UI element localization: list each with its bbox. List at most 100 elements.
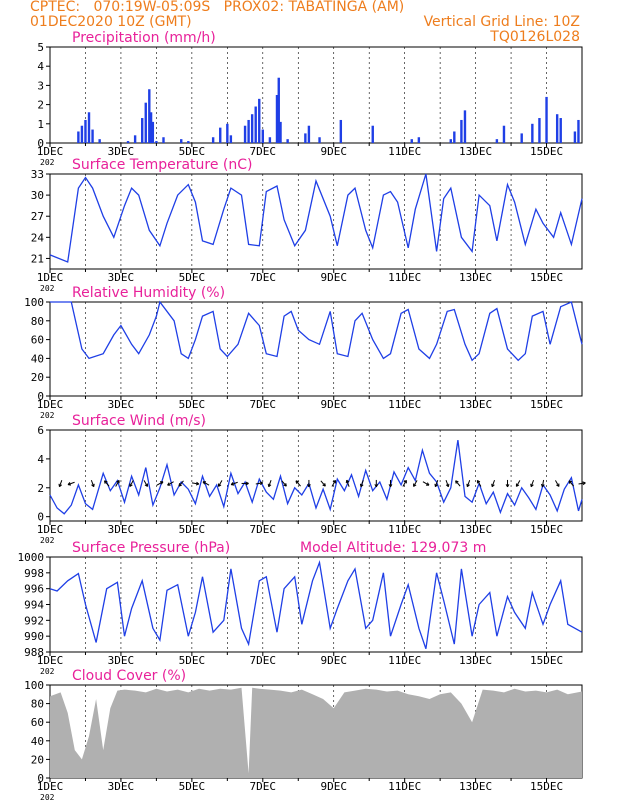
y-tick-label: 988	[24, 646, 44, 659]
x-tick-label: 13DEC	[459, 780, 492, 793]
wind-arrow	[202, 481, 210, 486]
wind-arrow	[505, 479, 510, 488]
y-tick-label: 990	[24, 630, 44, 643]
header-left-line2: 01DEC2020 10Z (GMT)	[30, 14, 192, 30]
wind-arrow-head	[307, 484, 310, 488]
panel-title: Surface Wind (m/s)	[72, 413, 206, 429]
precip-bar	[151, 121, 155, 143]
wind-arrow-head	[245, 483, 249, 486]
precip-bar	[531, 123, 534, 143]
precip-bar	[226, 123, 229, 143]
wind-arrow	[307, 479, 311, 488]
y-tick-label: 994	[24, 599, 44, 612]
wind-arrow-head	[195, 483, 200, 486]
precip-bar	[538, 118, 541, 143]
wind-arrow-head	[556, 484, 560, 487]
wind-arrow-head	[67, 482, 71, 485]
x-tick-label: 1DEC	[37, 780, 64, 793]
y-tick-label: 33	[31, 168, 44, 181]
header-left-line1: CPTEC: 070:19W-05:09S PROX02: TABATINGA …	[30, 0, 405, 15]
wind-arrow-head	[104, 480, 108, 483]
wind-arrow	[476, 479, 482, 487]
wind-arrow	[374, 479, 379, 488]
y-tick-label: 5	[37, 41, 44, 54]
wind-arrow-shaft	[554, 480, 560, 487]
precip-bar	[211, 137, 215, 143]
precip-bar	[410, 139, 413, 143]
wind-arrow-shaft	[104, 480, 110, 487]
wind-arrow	[413, 480, 418, 487]
wind-arrow	[345, 479, 350, 487]
x-tick-label: 9DEC	[320, 780, 347, 793]
wind-arrow-shaft	[268, 479, 272, 487]
wind-arrow	[491, 479, 496, 488]
x-tick-label: 3DEC	[108, 523, 135, 536]
x-tick-label: 5DEC	[179, 145, 206, 158]
wind-arrow	[178, 480, 184, 487]
wind-arrow-head	[91, 484, 95, 488]
y-tick-label: 0	[37, 390, 44, 403]
wind-arrow-head	[346, 479, 350, 483]
y-tick-label: 80	[31, 698, 44, 711]
panel-title: Cloud Cover (%)	[72, 668, 186, 684]
wind-arrow	[320, 480, 326, 487]
x-tick-label: 15DEC	[530, 654, 563, 667]
x-tick-label: 5DEC	[179, 780, 206, 793]
x-tick-label: 11DEC	[388, 271, 421, 284]
y-tick-label: 4	[37, 60, 44, 73]
wind-arrow	[143, 480, 149, 487]
wind-arrow-shaft	[541, 479, 545, 487]
wind-arrow-shaft	[58, 479, 63, 487]
x-tick-label: 15DEC	[530, 523, 563, 536]
precip-bar	[126, 141, 130, 143]
x-tick-label: 7DEC	[250, 271, 277, 284]
wind-arrow	[455, 480, 461, 487]
wind-arrow-head	[540, 483, 543, 488]
y-tick-label: 60	[31, 334, 44, 347]
y-tick-label: 24	[31, 231, 45, 244]
x-tick-label: 15DEC	[530, 271, 563, 284]
wind-arrow-shaft	[413, 480, 418, 487]
x-tick-label: 9DEC	[320, 523, 347, 536]
wind-arrow-shaft	[129, 480, 134, 487]
x-tick-label: 11DEC	[388, 398, 421, 411]
panel-title: Surface Pressure (hPa)	[72, 540, 230, 556]
x-tick-label: 3DEC	[108, 271, 135, 284]
wind-arrow-head	[178, 483, 181, 487]
y-tick-label: 40	[31, 352, 44, 365]
precip-bar	[307, 125, 311, 143]
wind-arrow-head	[455, 480, 459, 483]
wind-arrow-head	[582, 482, 586, 486]
x-tick-label: 3DEC	[108, 654, 135, 667]
wind-arrow	[422, 481, 430, 486]
x-tick-label: 7DEC	[250, 145, 277, 158]
x-tick-label: 13DEC	[459, 398, 492, 411]
precip-bar	[520, 133, 523, 143]
x-tick-label: 1DEC	[37, 271, 64, 284]
precip-bar	[268, 137, 272, 143]
precip-bar	[304, 133, 307, 143]
wind-arrow	[217, 480, 223, 487]
wind-arrow-head	[477, 479, 481, 483]
wind-arrow	[167, 481, 174, 486]
precip-bar	[463, 110, 467, 143]
precip-bar	[577, 119, 580, 143]
precip-bar	[247, 119, 250, 143]
wind-arrow-head	[568, 480, 573, 483]
wind-arrow	[58, 479, 63, 488]
panel-annotation: Model Altitude: 129.073 m	[300, 540, 486, 556]
wind-arrow-head	[295, 480, 299, 483]
y-tick-label: 20	[31, 753, 44, 766]
y-tick-label: 100	[24, 296, 44, 309]
x-tick-label: 1DEC	[37, 398, 64, 411]
precip-bar	[162, 137, 165, 143]
header-right-line2: Vertical Grid Line: 10Z	[423, 14, 580, 30]
precip-bar	[254, 106, 257, 143]
wind-arrow-shaft	[90, 479, 95, 487]
x-tick-label: 11DEC	[388, 654, 421, 667]
wind-arrow	[540, 479, 545, 488]
wind-arrow-shaft	[218, 480, 223, 487]
wind-arrow-shaft	[515, 480, 521, 487]
wind-arrow-shaft	[455, 480, 461, 487]
